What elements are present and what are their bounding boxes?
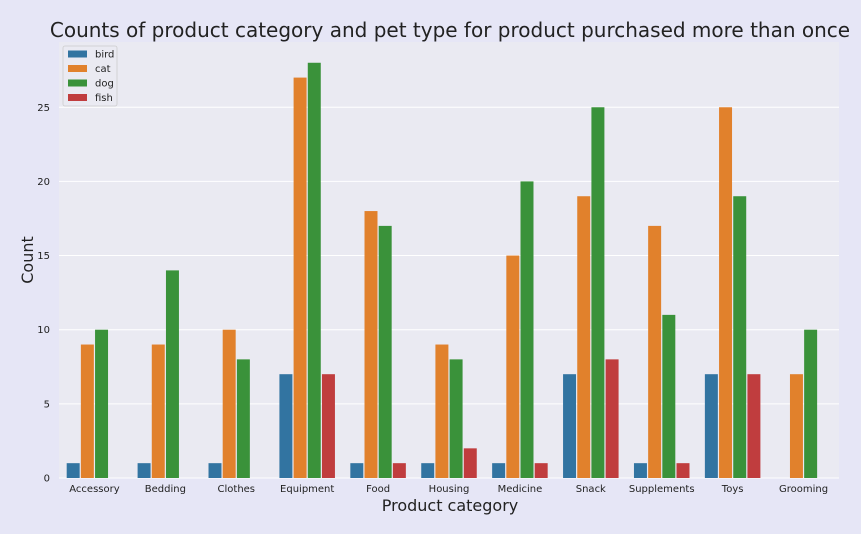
bar-fish xyxy=(534,463,548,478)
y-tick-label: 5 xyxy=(44,399,50,410)
bar-bird xyxy=(137,463,151,478)
bar-bird xyxy=(350,463,364,478)
bar-cat xyxy=(151,344,165,478)
bar-bird xyxy=(66,463,80,478)
bar-bird xyxy=(563,374,577,478)
chart-title: Counts of product category and pet type … xyxy=(50,18,850,42)
x-tick-label: Toys xyxy=(721,484,744,495)
legend-label: dog xyxy=(95,79,114,90)
legend: bird cat dog fish xyxy=(62,45,118,107)
bar-bird xyxy=(633,463,647,478)
grid xyxy=(59,106,839,479)
x-tick-label: Snack xyxy=(576,484,606,495)
bar-bird xyxy=(492,463,506,478)
bar-cat xyxy=(222,329,236,478)
x-tick-label: Equipment xyxy=(280,484,334,495)
x-tick-label: Accessory xyxy=(69,484,119,495)
bar-bird xyxy=(208,463,222,478)
bar-cat xyxy=(719,107,733,478)
bar-dog xyxy=(520,181,534,478)
x-ticks: Accessory Bedding Clothes Equipment Food Hous… xyxy=(69,484,828,495)
y-tick-label: 10 xyxy=(37,325,50,336)
legend-box xyxy=(62,45,118,107)
bar-fish xyxy=(605,359,619,478)
bar-dog xyxy=(733,196,747,478)
bar-fish xyxy=(463,448,477,478)
bar-cat xyxy=(435,344,449,478)
x-tick-label: Bedding xyxy=(145,484,186,495)
bar-cat xyxy=(80,344,94,478)
bar-cat xyxy=(648,225,662,478)
bar-dog xyxy=(307,62,321,479)
bar-cat xyxy=(293,77,307,479)
y-tick-label: 20 xyxy=(37,177,50,188)
legend-swatch-dog xyxy=(68,79,87,87)
x-tick-label: Housing xyxy=(429,484,470,495)
y-tick-label: 0 xyxy=(44,474,50,485)
bar-cat xyxy=(577,196,591,478)
legend-swatch-cat xyxy=(68,65,87,72)
x-axis-label: Product category xyxy=(382,496,519,515)
bar-dog xyxy=(378,225,392,478)
bar-fish xyxy=(747,374,761,478)
x-tick-label: Clothes xyxy=(218,484,256,495)
bar-cat xyxy=(789,374,803,478)
legend-swatch-bird xyxy=(68,50,87,58)
x-tick-label: Supplements xyxy=(629,484,695,495)
y-axis-label: Count xyxy=(18,236,37,284)
bar-dog xyxy=(165,270,179,478)
bar-cat xyxy=(364,211,378,478)
y-tick-label: 15 xyxy=(37,251,50,262)
legend-label: bird xyxy=(95,50,114,61)
bar-fish xyxy=(676,463,690,478)
bar-dog xyxy=(449,359,463,478)
y-ticks: 0 5 10 15 20 25 xyxy=(37,103,50,485)
bar-dog xyxy=(236,359,250,478)
bar-fish xyxy=(321,374,335,478)
bar-bird xyxy=(279,374,293,478)
legend-swatch-fish xyxy=(68,94,87,101)
bar-dog xyxy=(662,314,676,478)
bar-cat xyxy=(506,255,520,478)
bar-fish xyxy=(392,463,406,478)
x-tick-label: Medicine xyxy=(498,484,543,495)
legend-label: fish xyxy=(95,93,113,104)
y-tick-label: 25 xyxy=(37,103,50,114)
bar-dog xyxy=(804,329,818,478)
bar-dog xyxy=(95,329,109,478)
x-tick-label: Food xyxy=(366,484,390,495)
bar-dog xyxy=(591,107,605,478)
x-tick-label: Grooming xyxy=(779,484,828,495)
legend-label: cat xyxy=(95,64,111,75)
bar-bird xyxy=(704,374,718,478)
bar-bird xyxy=(421,463,435,478)
bars xyxy=(66,62,818,479)
